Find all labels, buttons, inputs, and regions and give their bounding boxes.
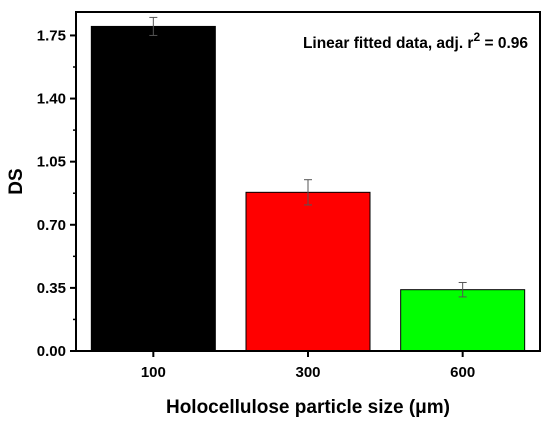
fit-annotation-prefix: Linear fitted data, adj. r	[303, 35, 474, 52]
y-tick-label: 0.70	[37, 217, 66, 234]
y-axis-label: DS	[6, 168, 27, 194]
y-tick-label: 1.05	[37, 154, 66, 171]
x-tick-label: 600	[450, 364, 475, 381]
y-axis-ticks: 0.00 0.35 0.70 1.05 1.40 1.75	[37, 27, 76, 360]
fit-annotation-suffix: = 0.96	[480, 35, 528, 52]
bar-300	[245, 191, 371, 352]
error-bars-group	[149, 16, 467, 298]
bar-100	[90, 25, 216, 352]
x-tick-label: 300	[295, 364, 320, 381]
x-axis-label: Holocellulose particle size (μm)	[166, 397, 450, 418]
fit-annotation: Linear fitted data, adj. r2 = 0.96	[303, 30, 528, 52]
x-axis-ticks: 100 300 600	[141, 351, 475, 381]
fit-annotation-superscript: 2	[473, 30, 480, 44]
y-tick-label: 1.75	[37, 27, 66, 44]
bar-600	[400, 289, 526, 352]
y-tick-label: 0.00	[37, 343, 66, 360]
x-tick-label: 100	[141, 364, 166, 381]
y-tick-label: 0.35	[37, 280, 66, 297]
y-tick-label: 1.40	[37, 91, 66, 108]
